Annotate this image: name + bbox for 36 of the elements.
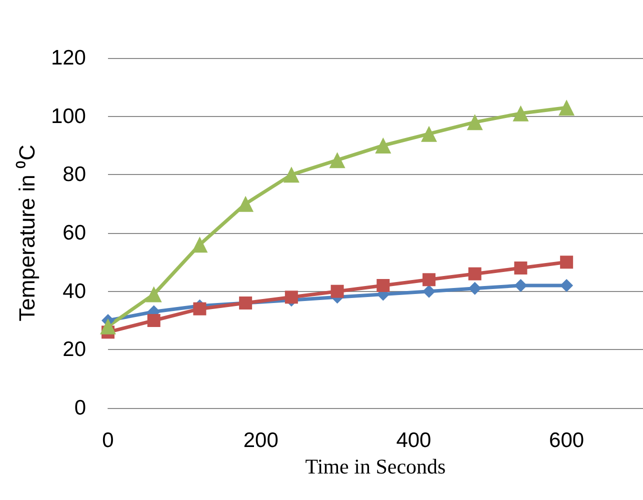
point <box>147 314 160 327</box>
point <box>375 138 392 154</box>
point <box>193 302 206 316</box>
point <box>146 286 162 302</box>
point <box>421 126 437 142</box>
x-axis-title: Time in Seconds <box>305 454 446 478</box>
point <box>512 105 529 122</box>
y-axis-title: Temperature in ⁰C <box>14 144 40 322</box>
point <box>283 166 300 183</box>
point <box>466 114 483 130</box>
x-tick-label: 0 <box>102 429 114 452</box>
point <box>558 100 575 116</box>
point <box>330 284 344 298</box>
point <box>376 279 390 292</box>
y-tick-label: 100 <box>50 104 86 128</box>
y-tick-label: 60 <box>62 222 86 244</box>
point <box>468 267 482 280</box>
point <box>192 236 208 253</box>
point <box>468 282 482 295</box>
y-tick-label: 0 <box>74 396 86 420</box>
point <box>329 152 346 168</box>
point <box>100 318 116 334</box>
x-tick-label: 400 <box>396 429 432 452</box>
x-tick-label: 200 <box>243 429 278 452</box>
point <box>560 279 574 292</box>
point <box>238 196 254 212</box>
y-tick-label: 40 <box>62 280 86 303</box>
x-tick-label: 600 <box>549 429 584 452</box>
point <box>560 256 574 269</box>
point <box>514 262 528 274</box>
point <box>422 273 436 286</box>
y-tick-label: 80 <box>62 163 86 186</box>
y-tick-label: 120 <box>50 46 86 70</box>
y-tick-label: 20 <box>62 338 86 362</box>
point <box>514 279 528 292</box>
point <box>422 284 436 298</box>
